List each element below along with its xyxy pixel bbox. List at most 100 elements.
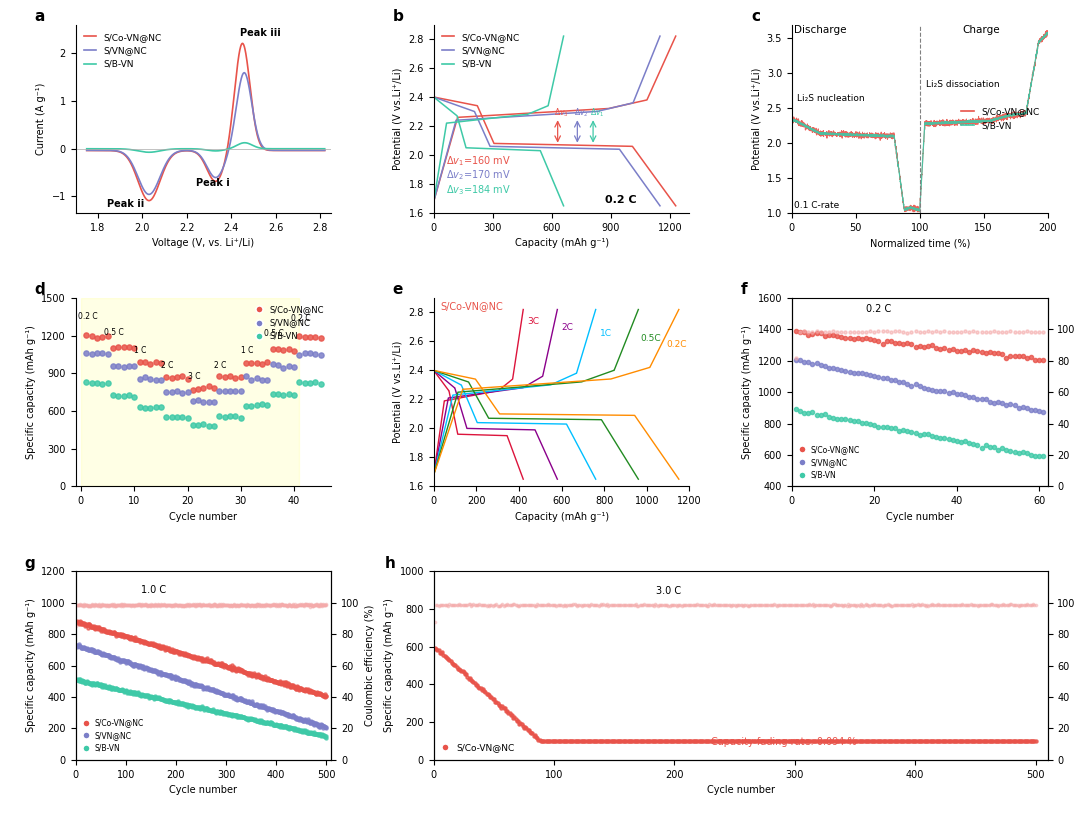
Point bbox=[203, 684, 220, 697]
Point bbox=[721, 734, 739, 748]
Point bbox=[79, 675, 96, 688]
Point bbox=[183, 699, 200, 712]
Point bbox=[144, 664, 161, 677]
Point bbox=[299, 726, 316, 739]
Point bbox=[879, 734, 896, 748]
Point bbox=[259, 672, 276, 685]
Point bbox=[265, 674, 282, 687]
Point bbox=[82, 676, 99, 690]
Point bbox=[268, 718, 285, 731]
Point bbox=[80, 618, 97, 631]
Point bbox=[100, 624, 118, 637]
Point bbox=[901, 734, 918, 748]
Point bbox=[705, 734, 723, 748]
Point bbox=[707, 599, 725, 612]
Point bbox=[137, 598, 154, 611]
Point bbox=[230, 692, 247, 705]
Point bbox=[670, 734, 687, 748]
Point bbox=[741, 734, 758, 748]
Point bbox=[429, 598, 446, 611]
Point bbox=[199, 598, 216, 611]
Point bbox=[747, 734, 765, 748]
Point bbox=[889, 599, 906, 612]
Point bbox=[787, 354, 805, 367]
Point bbox=[490, 699, 508, 712]
Point bbox=[180, 675, 198, 688]
Point bbox=[185, 700, 202, 713]
Point bbox=[285, 344, 302, 357]
Point bbox=[513, 717, 530, 730]
Point bbox=[232, 709, 249, 722]
Point bbox=[253, 671, 270, 684]
Point bbox=[146, 693, 163, 706]
Point bbox=[973, 734, 990, 748]
Point bbox=[90, 645, 107, 659]
Point bbox=[131, 689, 148, 702]
Point bbox=[552, 599, 569, 612]
Point bbox=[892, 598, 909, 611]
Point bbox=[781, 734, 798, 748]
Point bbox=[171, 645, 188, 659]
Point bbox=[149, 691, 166, 704]
Point bbox=[117, 654, 134, 667]
Point bbox=[644, 734, 661, 748]
Point bbox=[147, 355, 164, 368]
Point bbox=[148, 598, 165, 611]
Point bbox=[308, 717, 325, 730]
Point bbox=[227, 708, 244, 721]
Point bbox=[174, 410, 191, 423]
Point bbox=[281, 598, 298, 611]
Point bbox=[211, 384, 228, 397]
Point bbox=[828, 598, 846, 611]
Point bbox=[658, 734, 675, 748]
Point bbox=[777, 734, 794, 748]
Point bbox=[474, 683, 491, 696]
Point bbox=[67, 639, 84, 652]
Point bbox=[301, 727, 319, 740]
Point bbox=[532, 734, 550, 748]
Point bbox=[131, 634, 148, 647]
Point bbox=[1021, 598, 1038, 611]
Point bbox=[612, 599, 630, 612]
Point bbox=[997, 598, 1014, 611]
Point bbox=[279, 679, 296, 692]
Point bbox=[888, 598, 905, 611]
Point bbox=[935, 342, 953, 355]
Point bbox=[662, 599, 679, 612]
Point bbox=[312, 377, 329, 391]
Point bbox=[69, 640, 86, 653]
Point bbox=[449, 663, 467, 676]
Point bbox=[696, 599, 713, 612]
Point bbox=[267, 674, 284, 687]
Point bbox=[118, 654, 135, 667]
Point bbox=[870, 598, 888, 611]
Point bbox=[312, 719, 329, 732]
Point bbox=[303, 716, 321, 729]
Point bbox=[206, 598, 224, 611]
Point bbox=[117, 684, 134, 697]
Point bbox=[1022, 599, 1039, 612]
Point bbox=[910, 599, 928, 612]
Point bbox=[1004, 599, 1022, 612]
Point bbox=[818, 598, 835, 611]
Point bbox=[527, 599, 544, 612]
Point bbox=[1005, 445, 1023, 458]
Point bbox=[995, 597, 1012, 610]
Point bbox=[638, 598, 656, 611]
Point bbox=[99, 599, 117, 612]
Point bbox=[889, 734, 906, 748]
Point bbox=[229, 710, 246, 723]
Point bbox=[313, 718, 330, 731]
Point bbox=[116, 598, 133, 611]
X-axis label: Normalized time (%): Normalized time (%) bbox=[869, 239, 970, 248]
Point bbox=[777, 599, 794, 612]
Point bbox=[1012, 599, 1029, 612]
Point bbox=[313, 727, 330, 740]
Point bbox=[892, 734, 909, 748]
Point bbox=[969, 345, 986, 358]
Point bbox=[199, 681, 216, 694]
Point bbox=[224, 689, 241, 702]
Point bbox=[260, 701, 278, 714]
Point bbox=[920, 734, 937, 748]
Point bbox=[284, 599, 301, 612]
